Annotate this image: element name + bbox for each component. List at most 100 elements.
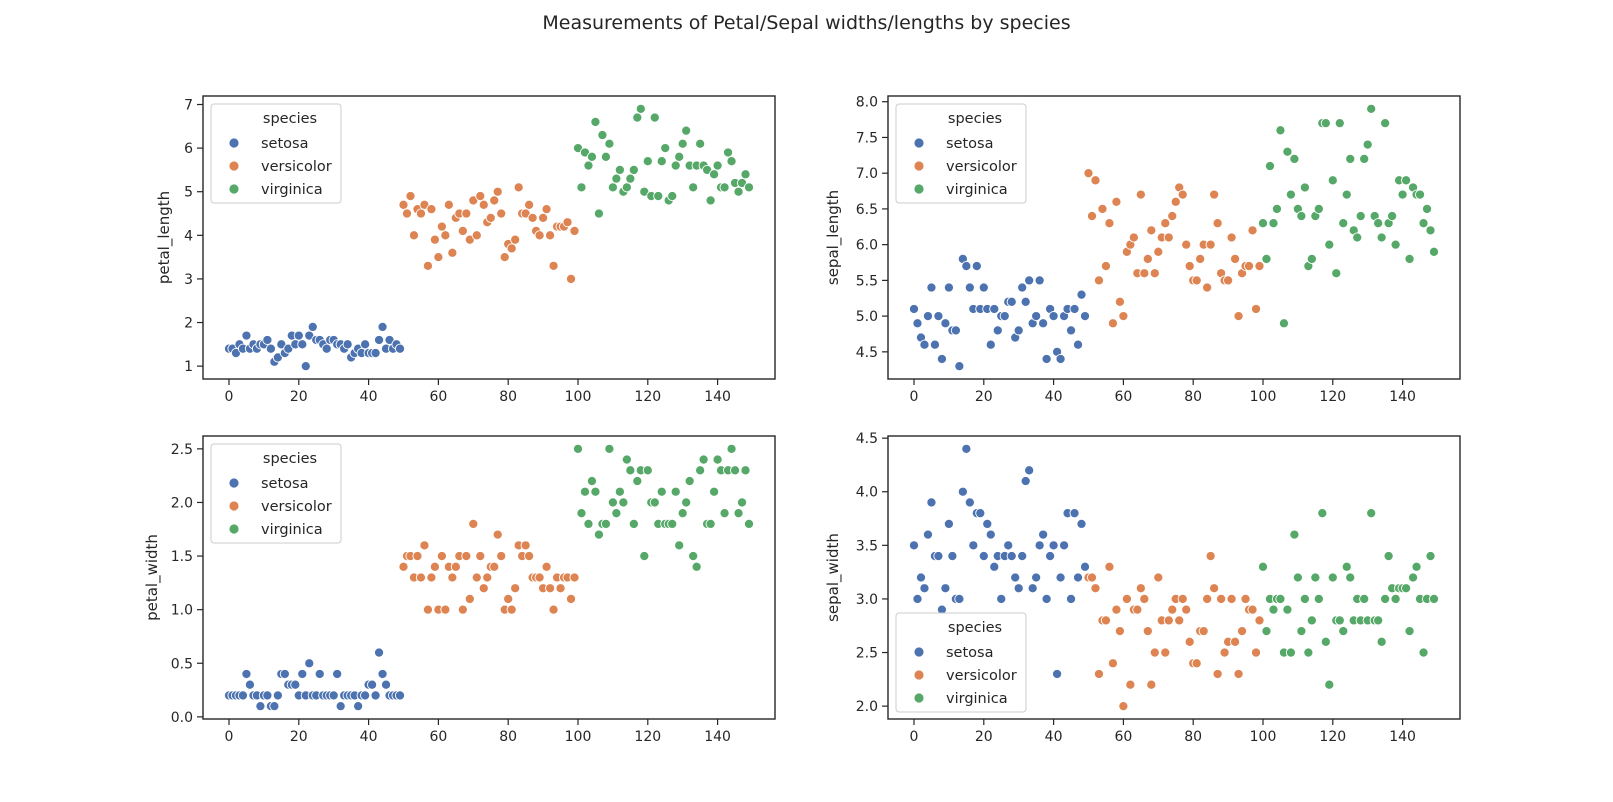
data-point-virginica (1275, 125, 1286, 136)
data-point-virginica (607, 182, 618, 193)
series-virginica (1257, 103, 1440, 329)
data-point-setosa (971, 261, 982, 272)
data-point-virginica (614, 164, 625, 175)
data-point-virginica (1352, 232, 1363, 243)
data-point-virginica (1425, 225, 1436, 236)
data-point-versicolor (510, 234, 521, 245)
legend-label-versicolor: versicolor (946, 159, 1017, 175)
data-point-setosa (961, 261, 972, 272)
data-point-versicolor (562, 217, 573, 228)
data-point-versicolor (534, 572, 545, 583)
data-point-versicolor (426, 204, 437, 215)
data-point-virginica (1334, 615, 1345, 626)
data-point-virginica (1299, 593, 1310, 604)
data-point-setosa (1038, 318, 1049, 329)
data-point-setosa (950, 325, 961, 336)
data-point-virginica (681, 125, 692, 136)
data-point-setosa (1013, 583, 1024, 594)
x-tick-label: 20 (975, 389, 993, 405)
data-point-setosa (272, 690, 283, 701)
legend-marker-virginica (228, 523, 240, 535)
data-point-setosa (1079, 311, 1091, 322)
data-point-versicolor (1230, 253, 1241, 264)
data-point-virginica (1278, 318, 1289, 329)
data-point-setosa (957, 486, 968, 497)
data-point-setosa (978, 551, 989, 562)
y-tick-label: 4 (184, 228, 193, 244)
data-point-virginica (1341, 561, 1352, 572)
data-point-virginica (1324, 239, 1335, 250)
data-point-virginica (740, 465, 751, 476)
data-point-virginica (597, 129, 608, 141)
data-point-setosa (1069, 303, 1080, 315)
y-tick-label: 0.5 (171, 656, 193, 672)
legend: species setosa versicolor virginica (210, 103, 342, 204)
x-tick-label: 0 (910, 729, 919, 745)
data-point-versicolor (527, 212, 538, 223)
panel-sepal-width: 0 20 40 60 80 100 120 140 2.0 2.5 3.0 3.5 4.0 4.5 sepa… (824, 431, 1461, 745)
data-point-versicolor (1247, 604, 1258, 615)
data-point-setosa (933, 551, 944, 562)
legend-box (210, 443, 342, 544)
data-point-virginica (681, 497, 692, 508)
data-point-setosa (968, 540, 979, 551)
data-point-setosa (314, 668, 325, 680)
data-point-setosa (1031, 311, 1042, 322)
data-point-setosa (297, 668, 308, 680)
legend: species setosa versicolor virginica (895, 612, 1027, 713)
data-point-virginica (656, 156, 667, 167)
data-point-setosa (1024, 275, 1035, 286)
data-point-versicolor (545, 583, 556, 594)
data-point-versicolor (429, 561, 440, 572)
x-tick-label: 100 (1250, 389, 1277, 405)
data-point-versicolor (412, 551, 423, 562)
data-point-setosa (255, 701, 266, 712)
data-point-setosa (370, 348, 381, 359)
y-tick-label: 0.0 (171, 710, 193, 726)
data-point-versicolor (1104, 561, 1115, 572)
data-point-virginica (1320, 636, 1331, 647)
data-point-versicolor (1254, 615, 1265, 626)
data-point-setosa (1017, 551, 1028, 562)
data-point-virginica (1327, 572, 1338, 583)
data-point-versicolor (426, 572, 437, 583)
data-point-setosa (241, 668, 252, 680)
data-point-versicolor (1198, 626, 1209, 637)
data-point-setosa (933, 311, 944, 322)
data-point-virginica (1303, 647, 1314, 658)
data-point-versicolor (1191, 275, 1202, 286)
data-point-virginica (691, 561, 702, 572)
data-point-versicolor (1146, 679, 1157, 690)
data-point-versicolor (1216, 593, 1227, 604)
data-point-versicolor (1090, 175, 1101, 186)
data-point-versicolor (569, 225, 580, 237)
data-point-versicolor (1181, 604, 1192, 615)
data-point-versicolor (1163, 232, 1174, 243)
legend-marker-setosa (228, 137, 240, 149)
data-point-virginica (1299, 182, 1310, 193)
data-point-setosa (370, 690, 381, 701)
data-point-virginica (625, 465, 636, 476)
series-virginica (572, 103, 755, 219)
y-axis-label: petal_width (143, 534, 162, 621)
y-tick-label: 3.0 (856, 592, 878, 608)
data-point-virginica (586, 475, 598, 487)
data-point-setosa (954, 593, 965, 604)
data-point-versicolor (1128, 232, 1139, 243)
data-point-virginica (1313, 203, 1324, 214)
data-point-virginica (1383, 551, 1394, 562)
data-point-versicolor (1135, 189, 1146, 200)
legend-label-setosa: setosa (946, 645, 993, 661)
data-point-versicolor (1209, 583, 1220, 594)
data-point-setosa (961, 443, 972, 454)
data-point-versicolor (569, 572, 580, 583)
data-point-virginica (1306, 253, 1317, 264)
data-point-setosa (922, 311, 934, 322)
data-point-virginica (656, 486, 667, 497)
data-point-virginica (684, 475, 695, 487)
legend-marker-setosa (228, 477, 240, 489)
x-tick-label: 0 (225, 389, 234, 405)
data-point-versicolor (489, 195, 500, 206)
data-point-setosa (978, 282, 989, 293)
legend-marker-versicolor (228, 500, 240, 512)
